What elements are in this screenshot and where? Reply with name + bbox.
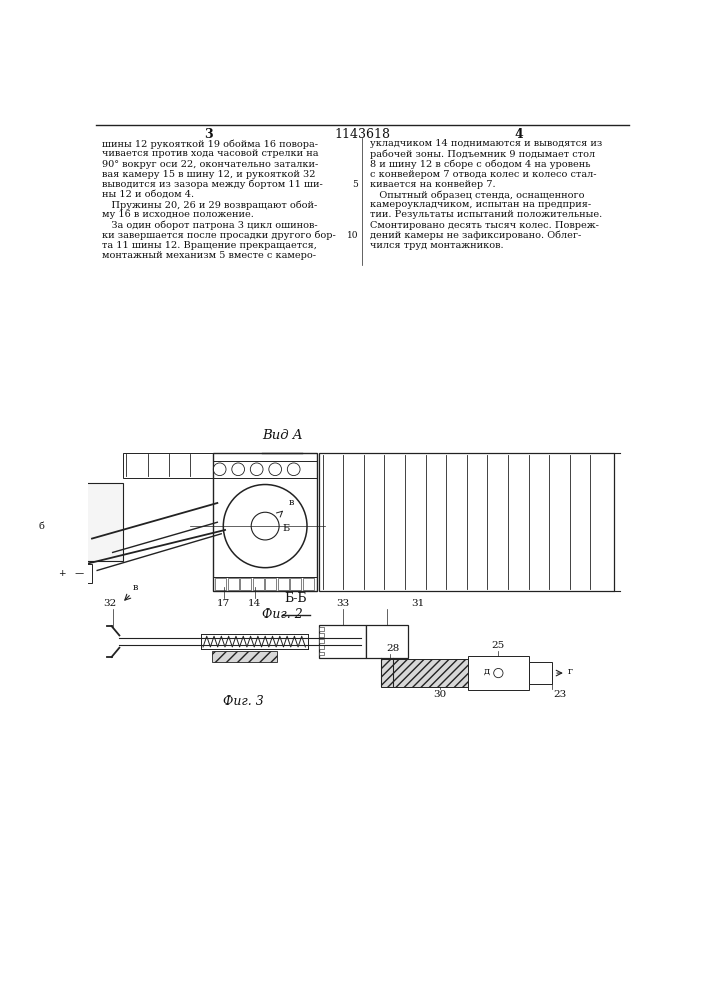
Text: кивается на конвейер 7.: кивается на конвейер 7. xyxy=(370,180,496,189)
Bar xyxy=(212,651,277,662)
Bar xyxy=(215,578,226,590)
Bar xyxy=(366,625,408,658)
Bar xyxy=(320,639,324,643)
Text: 90° вокруг оси 22, окончательно заталки-: 90° вокруг оси 22, окончательно заталки- xyxy=(103,160,319,169)
Circle shape xyxy=(269,463,281,476)
Bar xyxy=(320,645,324,649)
Text: камероукладчиком, испытан на предприя-: камероукладчиком, испытан на предприя- xyxy=(370,200,591,209)
Text: та 11 шины 12. Вращение прекращается,: та 11 шины 12. Вращение прекращается, xyxy=(103,241,317,250)
Text: 5: 5 xyxy=(352,180,358,189)
Text: 17: 17 xyxy=(217,599,230,608)
Bar xyxy=(265,578,276,590)
Circle shape xyxy=(251,512,279,540)
Text: ны 12 и ободом 4.: ны 12 и ободом 4. xyxy=(103,190,194,199)
Text: 30: 30 xyxy=(433,690,447,699)
Bar xyxy=(240,578,251,590)
Text: дений камеры не зафиксировано. Облег-: дений камеры не зафиксировано. Облег- xyxy=(370,231,581,240)
Text: укладчиком 14 поднимаются и выводятся из: укладчиком 14 поднимаются и выводятся из xyxy=(370,139,602,148)
Text: 10: 10 xyxy=(346,231,358,240)
Text: му 16 в исходное положение.: му 16 в исходное положение. xyxy=(103,210,255,219)
Bar xyxy=(320,652,324,655)
Text: +   —: + — xyxy=(59,569,84,578)
Text: ки завершается после просадки другого бор-: ки завершается после просадки другого бо… xyxy=(103,231,336,240)
Text: За один оборот патрона 3 цикл ошинов-: За один оборот патрона 3 цикл ошинов- xyxy=(103,221,318,230)
Bar xyxy=(51,564,92,583)
Text: в: в xyxy=(288,498,293,507)
Text: с конвейером 7 отвода колес и колесо стал-: с конвейером 7 отвода колес и колесо ста… xyxy=(370,170,596,179)
Bar xyxy=(214,577,317,591)
Bar xyxy=(320,633,324,637)
Text: тии. Результаты испытаний положительные.: тии. Результаты испытаний положительные. xyxy=(370,210,602,219)
Text: б: б xyxy=(39,522,45,531)
Bar xyxy=(214,461,317,478)
Bar xyxy=(529,662,552,684)
Text: шины 12 рукояткой 19 обойма 16 повора-: шины 12 рукояткой 19 обойма 16 повора- xyxy=(103,139,318,149)
Bar xyxy=(291,578,301,590)
Text: Пружины 20, 26 и 29 возвращают обой-: Пружины 20, 26 и 29 возвращают обой- xyxy=(103,200,317,210)
Text: Б-Б: Б-Б xyxy=(285,592,308,605)
Bar xyxy=(252,578,264,590)
Text: 31: 31 xyxy=(411,599,424,608)
Bar xyxy=(468,656,529,690)
Text: 4: 4 xyxy=(514,128,523,141)
Text: 25: 25 xyxy=(492,641,505,650)
Bar xyxy=(51,483,123,561)
Text: Вид A: Вид A xyxy=(262,429,303,442)
Text: выводится из зазора между бортом 11 ши-: выводится из зазора между бортом 11 ши- xyxy=(103,180,323,189)
Text: Б: Б xyxy=(282,524,289,533)
Text: г: г xyxy=(568,667,573,676)
Circle shape xyxy=(250,463,263,476)
Text: 32: 32 xyxy=(103,599,117,608)
Bar xyxy=(228,578,238,590)
Bar xyxy=(320,625,366,658)
Bar xyxy=(320,453,614,591)
Text: 23: 23 xyxy=(554,690,566,699)
Text: Смонтировано десять тысяч колес. Повреж-: Смонтировано десять тысяч колес. Повреж- xyxy=(370,221,599,230)
Circle shape xyxy=(493,668,503,678)
Text: Опытный образец стенда, оснащенного: Опытный образец стенда, оснащенного xyxy=(370,190,584,200)
Bar xyxy=(214,453,317,591)
Text: Фиг. 2: Фиг. 2 xyxy=(262,608,303,621)
Text: рабочей зоны. Подъемник 9 подымает стол: рабочей зоны. Подъемник 9 подымает стол xyxy=(370,149,595,159)
Text: Фиг. 3: Фиг. 3 xyxy=(223,695,264,708)
Bar xyxy=(303,578,314,590)
Bar xyxy=(278,578,288,590)
Text: вая камеру 15 в шину 12, и рукояткой 32: вая камеру 15 в шину 12, и рукояткой 32 xyxy=(103,170,316,179)
Text: монтажный механизм 5 вместе с камеро-: монтажный механизм 5 вместе с камеро- xyxy=(103,251,316,260)
Bar xyxy=(320,627,324,631)
Text: чился труд монтажников.: чился труд монтажников. xyxy=(370,241,503,250)
Bar xyxy=(123,453,214,478)
Text: 28: 28 xyxy=(387,644,400,653)
Text: 3: 3 xyxy=(204,128,213,141)
Text: д: д xyxy=(484,667,490,676)
Circle shape xyxy=(232,463,245,476)
Bar xyxy=(380,659,468,687)
Text: в: в xyxy=(133,583,138,592)
Text: 1143618: 1143618 xyxy=(334,128,390,141)
Circle shape xyxy=(287,463,300,476)
Circle shape xyxy=(223,485,307,568)
Text: чивается против хода часовой стрелки на: чивается против хода часовой стрелки на xyxy=(103,149,319,158)
Text: 8 и шину 12 в сборе с ободом 4 на уровень: 8 и шину 12 в сборе с ободом 4 на уровен… xyxy=(370,160,590,169)
Text: 33: 33 xyxy=(336,599,349,608)
Text: 14: 14 xyxy=(248,599,262,608)
Circle shape xyxy=(214,463,226,476)
